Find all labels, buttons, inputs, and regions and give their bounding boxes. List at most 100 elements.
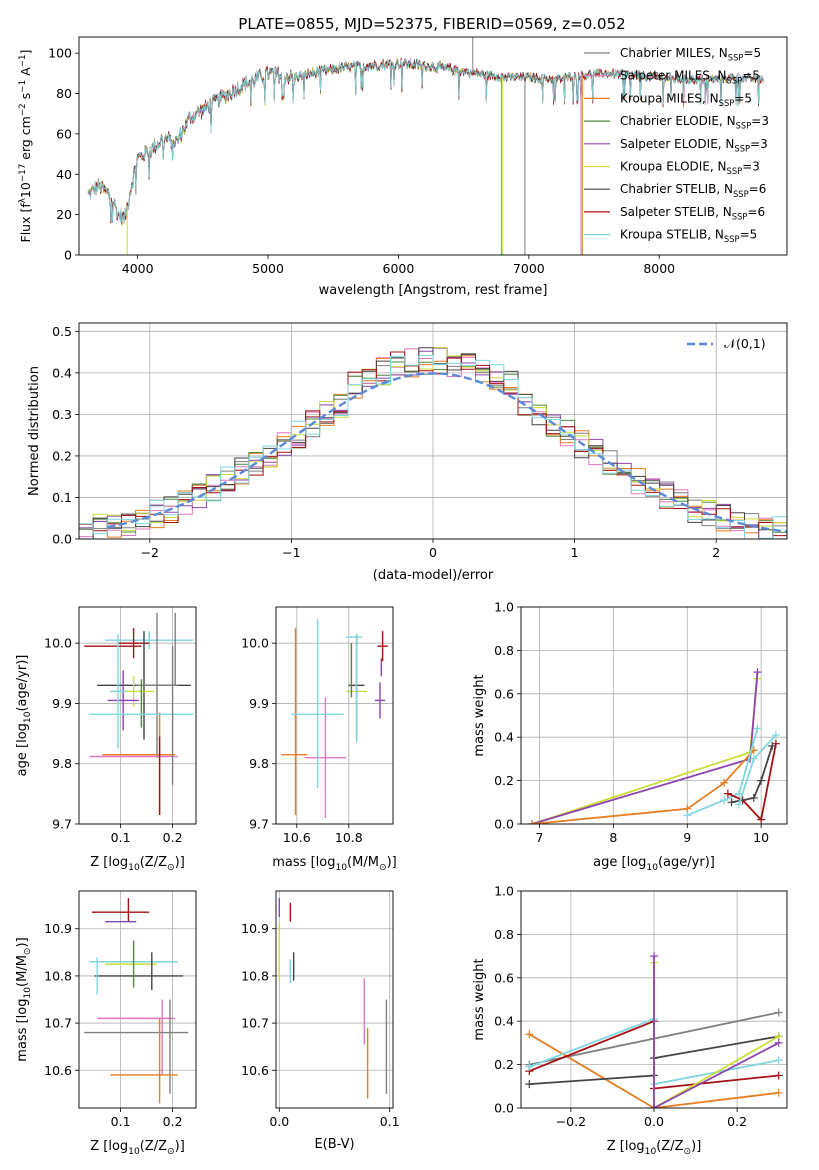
y-tick-label: 9.7 <box>249 817 269 832</box>
y-axis-label: mass weight <box>472 958 487 1040</box>
weight-line <box>532 749 755 824</box>
label-part: Kroupa MILES, N <box>620 91 719 105</box>
weight-marker <box>774 1008 783 1017</box>
label-part: SSP <box>724 234 740 244</box>
label-part: age [log <box>15 723 30 776</box>
y-tick-label: 0.5 <box>52 324 72 339</box>
label-part: Kroupa ELODIE, N <box>620 160 727 174</box>
x-tick-label: 6000 <box>383 261 415 276</box>
x-tick-label: 7 <box>535 830 543 845</box>
figure-title: PLATE=0855, MJD=52375, FIBERID=0569, z=0… <box>238 15 625 33</box>
y-tick-label: 0.4 <box>52 365 72 380</box>
axes-frame <box>275 890 394 1109</box>
weight-marker <box>528 820 537 824</box>
label-part: Z [log <box>607 1139 645 1154</box>
label-part: ⊙ <box>167 863 175 873</box>
label-part: )] <box>691 1139 701 1154</box>
label-part: (Z/Z <box>140 1139 167 1154</box>
label-part: =6 <box>747 205 765 219</box>
label-part: 10 <box>335 863 347 873</box>
x-tick-label: −0.2 <box>556 1114 586 1129</box>
weight-marker <box>525 1080 534 1089</box>
weight-marker <box>734 800 743 809</box>
y-tick-label: 10.0 <box>241 636 269 651</box>
label-part: λ <box>18 198 28 203</box>
weight-line <box>686 728 759 817</box>
legend-label: Kroupa ELODIE, NSSP=3 <box>620 160 760 177</box>
label-part: ] <box>18 50 33 55</box>
label-part: )] <box>15 937 30 947</box>
x-tick-label: 4000 <box>122 261 154 276</box>
legend-label: Chabrier STELIB, NSSP=6 <box>620 182 766 199</box>
x-tick-label: 0.2 <box>727 1114 747 1129</box>
label-part: −1 <box>18 80 28 93</box>
label-part: 10 <box>23 987 33 999</box>
label-part: SSP <box>719 98 735 108</box>
label-part: Chabrier MILES, N <box>620 46 728 60</box>
y-tick-label: 0.0 <box>494 817 514 832</box>
x-tick-label: 10.8 <box>335 830 363 845</box>
x-tick-label: 0 <box>429 545 437 560</box>
axes-frame <box>78 606 197 825</box>
label-part: Salpeter STELIB, N <box>620 205 732 219</box>
label-part: Chabrier ELODIE, N <box>620 114 736 128</box>
legend-label: Chabrier ELODIE, NSSP=3 <box>620 114 769 131</box>
y-axis-label: mass weight <box>472 674 487 756</box>
label-part: SSP <box>727 166 743 176</box>
y-tick-label: 9.9 <box>249 696 269 711</box>
plot-area <box>525 952 783 1108</box>
weight-line <box>528 1033 779 1108</box>
axes-frame <box>520 606 788 825</box>
y-tick-label: 0.6 <box>494 686 514 701</box>
label-part: −17 <box>18 164 28 182</box>
y-tick-label: 10.0 <box>44 636 72 651</box>
weight-marker <box>650 952 658 961</box>
label-part: (age/yr)] <box>658 855 715 870</box>
label-part: =5 <box>734 91 752 105</box>
label-part: erg cm <box>18 116 33 164</box>
label-part: −1 <box>18 54 28 67</box>
plot-area <box>87 37 764 255</box>
panel-mass_weight_vs_Z: −0.2 0.0 0.2 0.0 0.2 0.4 0.6 0.8 1.0 Z [log10(Z/Z… <box>472 884 788 1157</box>
label-part: =5 <box>742 69 760 83</box>
x-tick-label: 0.2 <box>163 1114 183 1129</box>
y-tick-label: 0.6 <box>494 970 514 985</box>
x-axis-label: Z [log10(Z/Z⊙)] <box>90 1139 185 1157</box>
x-tick-label: 0.2 <box>163 830 183 845</box>
label-part: SSP <box>734 143 750 153</box>
y-tick-label: 0.1 <box>52 490 72 505</box>
label-part: (M/M <box>15 955 30 987</box>
y-axis-label: mass [log10(M/M⊙)] <box>15 937 33 1061</box>
legend-label: Kroupa STELIB, NSSP=5 <box>620 228 757 245</box>
y-tick-label: 0.8 <box>494 927 514 942</box>
x-tick-label: 9 <box>683 830 691 845</box>
x-axis-label: Z [log10(Z/Z⊙)] <box>607 1139 702 1157</box>
label-part: 10 <box>128 863 140 873</box>
label-part: Salpeter MILES, N <box>620 69 727 83</box>
x-tick-label: 2 <box>712 545 720 560</box>
label-part: (M/M <box>347 855 379 870</box>
x-axis-label: wavelength [Angstrom, rest frame] <box>319 283 548 298</box>
label-part: Salpeter ELODIE, N <box>620 137 734 151</box>
weight-marker <box>727 798 736 807</box>
x-axis-label: Z [log10(Z/Z⊙)] <box>90 855 185 873</box>
y-tick-label: 0.0 <box>52 532 72 547</box>
label-part: ⊙ <box>684 1147 692 1157</box>
weight-marker <box>749 793 758 802</box>
y-axis-label: Flux [fλ10−17 erg cm−2 s−1 A−1] <box>18 50 33 243</box>
histogram-step <box>79 351 787 537</box>
y-tick-label: 0.4 <box>494 1014 514 1029</box>
label-part: ⊙ <box>167 1147 175 1157</box>
weight-marker <box>753 724 762 733</box>
legend-label: Kroupa MILES, NSSP=5 <box>620 91 752 108</box>
x-tick-label: 1 <box>571 545 579 560</box>
plot-area <box>278 898 388 1099</box>
label-part: 10 <box>18 182 33 198</box>
label-part: SSP <box>727 75 743 85</box>
x-tick-label: 0.0 <box>644 1114 664 1129</box>
label-part: mass [log <box>15 999 30 1062</box>
label-part: )] <box>387 855 397 870</box>
label-part: (Z/Z <box>140 855 167 870</box>
